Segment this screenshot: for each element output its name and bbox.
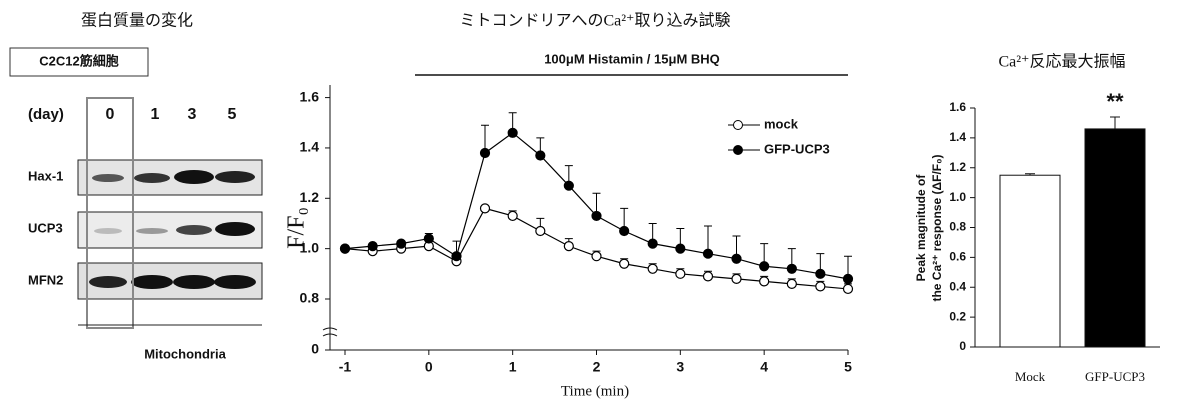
x-tick-label: 5 [844, 359, 852, 375]
marker [703, 272, 712, 281]
y-tick-label: 0.8 [949, 220, 966, 234]
lane-label: 3 [188, 106, 197, 123]
marker [787, 279, 796, 288]
marker [816, 282, 825, 291]
marker [760, 277, 769, 286]
marker [816, 269, 825, 278]
lane-label: 1 [151, 106, 160, 123]
marker [787, 264, 796, 273]
marker [676, 269, 685, 278]
marker [760, 262, 769, 271]
y-tick-label: 1.6 [949, 100, 966, 114]
y-tick-label: 0 [959, 339, 966, 353]
marker [397, 239, 406, 248]
row-label: UCP3 [28, 220, 63, 235]
x-tick-label: 4 [760, 359, 768, 375]
error-bar [1110, 117, 1120, 129]
y-tick-label: 1.4 [300, 139, 320, 155]
marker [732, 254, 741, 263]
lane-label: 0 [106, 106, 115, 123]
cell-line: C2C12筋細胞 [39, 53, 118, 68]
y-tick-label: 1.4 [949, 130, 966, 144]
marker [481, 148, 490, 157]
marker [676, 244, 685, 253]
y-tick-label: 1.0 [949, 190, 966, 204]
marker [424, 234, 433, 243]
chart-title: Ca²⁺反応最大振幅 [998, 53, 1125, 71]
x-axis-label: Time (min) [561, 383, 629, 399]
y-tick-label: 0.2 [949, 309, 966, 323]
x-tick-label: -1 [339, 359, 352, 375]
y-axis-label: the Ca²⁺ response (ΔF/F₀) [930, 154, 944, 301]
marker [564, 181, 573, 190]
legend-label: GFP-UCP3 [764, 141, 830, 156]
y-tick-label: 1.2 [949, 160, 966, 174]
x-tick-label: 3 [676, 359, 684, 375]
y-tick-label: 1.2 [300, 189, 320, 205]
bar [1085, 129, 1145, 347]
significance: ** [1106, 89, 1124, 114]
marker [536, 227, 545, 236]
x-tick-label: 0 [425, 359, 433, 375]
marker [620, 227, 629, 236]
figure: 蛋白質量の変化 C2C12筋細胞 (day) 0 1 3 5 Hax-1 UCP… [0, 0, 1177, 401]
chart-title: ミトコンドリアへのCa²⁺取り込み試験 [459, 12, 730, 30]
legend-marker [734, 121, 743, 130]
x-tick-label: Mock [1015, 369, 1046, 384]
y-tick-label: 0.4 [949, 279, 966, 293]
marker [844, 284, 853, 293]
marker [368, 242, 377, 251]
y-tick-label: 0.8 [300, 290, 320, 306]
y-axis-label: Peak magnitude of [914, 174, 928, 282]
marker [564, 242, 573, 251]
marker [703, 249, 712, 258]
marker [732, 274, 741, 283]
day-label: (day) [28, 106, 64, 123]
legend-marker [734, 146, 743, 155]
fraction-label: Mitochondria [144, 346, 226, 361]
marker [508, 211, 517, 220]
y-tick-label: 0 [311, 341, 319, 357]
marker [620, 259, 629, 268]
marker [592, 211, 601, 220]
bar [1000, 175, 1060, 347]
marker [648, 239, 657, 248]
marker [341, 244, 350, 253]
y-tick-label: 1.6 [300, 88, 320, 104]
legend-label: mock [764, 116, 799, 131]
row-label: MFN2 [28, 272, 63, 287]
x-tick-label: GFP-UCP3 [1085, 369, 1145, 384]
y-tick-label: 1.0 [300, 239, 320, 255]
marker [452, 252, 461, 261]
annotation: 100μM Histamin / 15μM BHQ [544, 51, 720, 66]
y-tick-label: 0.6 [949, 250, 966, 264]
marker [844, 274, 853, 283]
marker [648, 264, 657, 273]
row-label: Hax-1 [28, 168, 63, 183]
blot-title: 蛋白質量の変化 [81, 12, 193, 30]
marker [592, 252, 601, 261]
x-tick-label: 1 [509, 359, 517, 375]
marker [508, 128, 517, 137]
marker [481, 204, 490, 213]
lane-label: 5 [228, 106, 237, 123]
marker [536, 151, 545, 160]
x-tick-label: 2 [593, 359, 601, 375]
blot-images [78, 98, 262, 328]
